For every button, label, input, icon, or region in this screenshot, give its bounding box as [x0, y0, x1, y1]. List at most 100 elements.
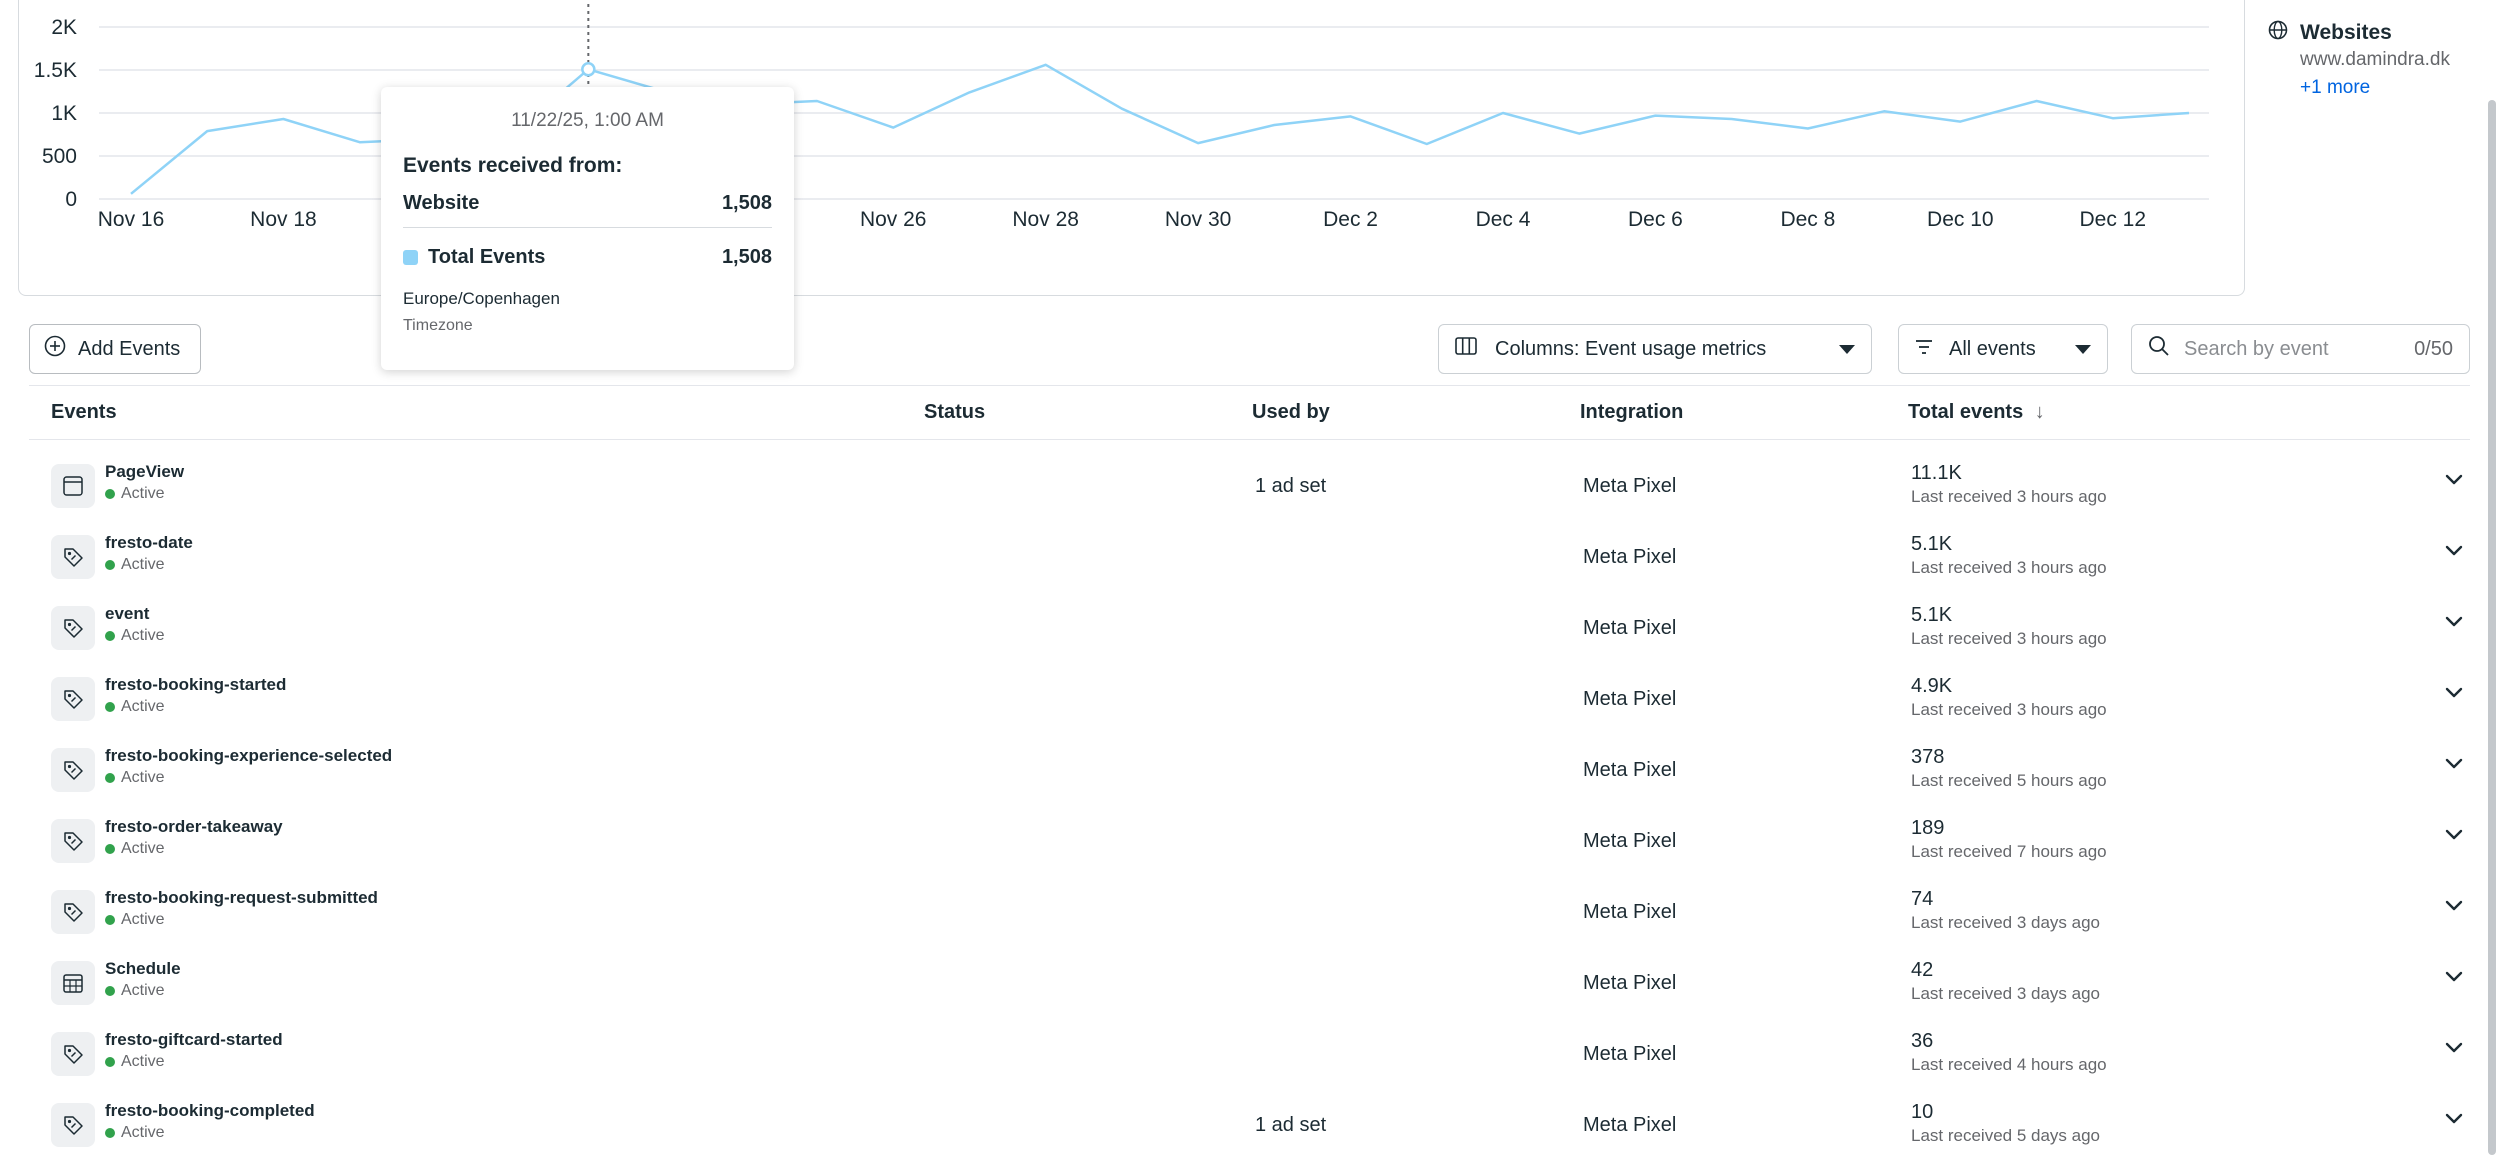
- add-events-button[interactable]: Add Events: [29, 324, 201, 374]
- event-status: Active: [105, 840, 165, 858]
- filter-icon: [1915, 338, 1933, 361]
- table-row[interactable]: fresto-date Active Meta Pixel 5.1K Last rece…: [29, 522, 2470, 593]
- chevron-down-icon[interactable]: [2444, 757, 2464, 776]
- y-tick-label: 1K: [51, 102, 77, 125]
- header-used-by[interactable]: Used by: [1252, 401, 1330, 423]
- add-events-label: Add Events: [78, 337, 181, 360]
- event-status: Active: [105, 982, 165, 1000]
- x-tick-label: Dec 8: [1780, 208, 1835, 231]
- integration: Meta Pixel: [1583, 901, 1677, 923]
- used-by[interactable]: 1 ad set: [1255, 475, 1327, 497]
- event-status: Active: [105, 1053, 165, 1071]
- event-name[interactable]: fresto-giftcard-started: [105, 1030, 283, 1049]
- tooltip-source-value: 1,508: [721, 192, 772, 214]
- search-count: 0/50: [2414, 337, 2453, 360]
- chevron-down-icon[interactable]: [2444, 473, 2464, 492]
- event-status: Active: [105, 911, 165, 929]
- header-integration[interactable]: Integration: [1580, 401, 1684, 423]
- calendar-icon: [51, 961, 95, 1005]
- event-name[interactable]: Schedule: [105, 959, 181, 978]
- total-events: 11.1K: [1911, 462, 1962, 484]
- chevron-down-icon[interactable]: [2444, 544, 2464, 563]
- x-tick-label: Nov 30: [1165, 208, 1232, 231]
- chevron-down-icon[interactable]: [2444, 1041, 2464, 1060]
- last-received: Last received 3 hours ago: [1911, 629, 2107, 648]
- chevron-down-icon[interactable]: [2444, 615, 2464, 634]
- total-events: 42: [1911, 959, 1934, 981]
- status-dot-icon: [105, 915, 115, 925]
- x-tick-label: Nov 16: [98, 208, 165, 231]
- table-row[interactable]: fresto-booking-started Active Meta Pixel 4.…: [29, 664, 2470, 735]
- event-name[interactable]: fresto-date: [105, 533, 193, 552]
- search-input[interactable]: [2184, 337, 2415, 361]
- total-events: 4.9K: [1911, 675, 1953, 697]
- total-events: 74: [1911, 888, 1934, 910]
- columns-label: Columns: Event usage metrics: [1495, 337, 1767, 360]
- event-status: Active: [105, 627, 165, 645]
- chevron-down-icon[interactable]: [2444, 899, 2464, 918]
- y-tick-label: 1.5K: [34, 59, 77, 82]
- event-name[interactable]: fresto-order-takeaway: [105, 817, 283, 836]
- event-status: Active: [105, 1124, 165, 1142]
- x-tick-label: Dec 4: [1476, 208, 1531, 231]
- chevron-down-icon[interactable]: [2444, 686, 2464, 705]
- website-url: www.damindra.dk: [2300, 49, 2450, 70]
- table-row[interactable]: fresto-booking-request-submitted Active Me…: [29, 877, 2470, 948]
- chevron-down-icon[interactable]: [2444, 970, 2464, 989]
- event-name[interactable]: PageView: [105, 462, 185, 481]
- event-name[interactable]: fresto-booking-completed: [105, 1101, 315, 1120]
- header-events[interactable]: Events: [51, 401, 117, 423]
- table-row[interactable]: fresto-order-takeaway Active Meta Pixel 189…: [29, 806, 2470, 877]
- tag-icon: [51, 606, 95, 650]
- x-tick-label: Dec 2: [1323, 208, 1378, 231]
- status-dot-icon: [105, 844, 115, 854]
- last-received: Last received 5 hours ago: [1911, 771, 2107, 790]
- more-websites-link[interactable]: +1 more: [2300, 77, 2371, 98]
- y-tick-label: 0: [65, 188, 77, 211]
- event-status: Active: [105, 769, 165, 787]
- used-by[interactable]: 1 ad set: [1255, 1114, 1327, 1136]
- status-text: Active: [121, 1124, 165, 1141]
- last-received: Last received 3 hours ago: [1911, 487, 2107, 506]
- chevron-down-icon[interactable]: [2444, 1112, 2464, 1131]
- event-name[interactable]: fresto-booking-experience-selected: [105, 746, 393, 765]
- tooltip-heading: Events received from:: [403, 154, 623, 177]
- event-filter-dropdown[interactable]: All events: [1898, 324, 2108, 374]
- tag-icon: [51, 890, 95, 934]
- event-name[interactable]: fresto-booking-started: [105, 675, 287, 694]
- y-tick-label: 500: [42, 145, 77, 168]
- tag-icon: [51, 1103, 95, 1147]
- table-row[interactable]: fresto-booking-completed Active 1 ad set Me…: [29, 1090, 2470, 1155]
- event-name[interactable]: event: [105, 604, 150, 623]
- scrollbar-thumb[interactable]: [2488, 100, 2496, 1155]
- tag-icon: [51, 1032, 95, 1076]
- chevron-down-icon[interactable]: [2444, 828, 2464, 847]
- tooltip-total-row: Total Events 1,508: [403, 246, 772, 269]
- table-row[interactable]: fresto-booking-experience-selected Active…: [29, 735, 2470, 806]
- header-status[interactable]: Status: [924, 401, 986, 423]
- table-row[interactable]: event Active Meta Pixel 5.1K Last received 3…: [29, 593, 2470, 664]
- header-total-events[interactable]: Total events ↓: [1908, 401, 2045, 424]
- table-row[interactable]: fresto-giftcard-started Active Meta Pixel 3…: [29, 1019, 2470, 1090]
- event-status: Active: [105, 698, 165, 716]
- x-tick-label: Dec 12: [2080, 208, 2147, 231]
- total-events: 36: [1911, 1030, 1934, 1052]
- integration: Meta Pixel: [1583, 759, 1677, 781]
- filter-label: All events: [1949, 337, 2036, 360]
- tag-icon: [51, 819, 95, 863]
- event-name[interactable]: fresto-booking-request-submitted: [105, 888, 378, 907]
- table-row[interactable]: PageView Active 1 ad set Meta Pixel 11.1K Las…: [29, 451, 2470, 522]
- last-received: Last received 3 hours ago: [1911, 558, 2107, 577]
- last-received: Last received 3 days ago: [1911, 984, 2101, 1003]
- columns-dropdown[interactable]: Columns: Event usage metrics: [1438, 324, 1872, 374]
- status-dot-icon: [105, 1057, 115, 1067]
- search-box[interactable]: 0/50: [2131, 324, 2470, 374]
- tooltip-divider: [403, 227, 772, 228]
- table-row[interactable]: Schedule Active Meta Pixel 42 Last received …: [29, 948, 2470, 1019]
- tooltip-source-label: Website: [403, 192, 480, 214]
- caret-down-icon: [1839, 344, 1855, 354]
- tooltip-source-row: Website 1,508: [403, 192, 772, 215]
- page-scrollbar[interactable]: [2484, 0, 2498, 1155]
